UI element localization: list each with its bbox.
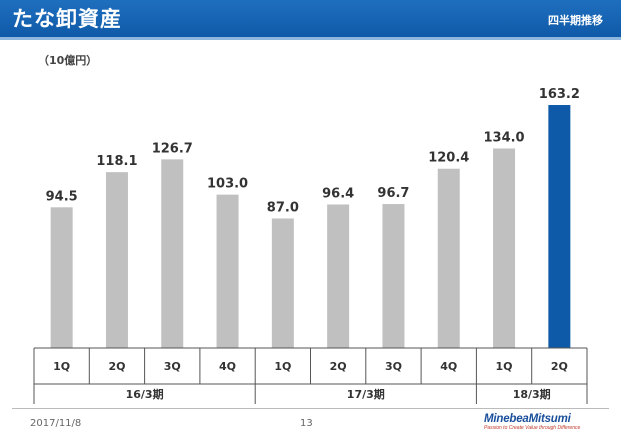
company-logo: MinebeaMitsumi Passion to Create Value t… — [484, 413, 594, 431]
bar-value-label: 96.7 — [377, 186, 409, 201]
quarter-label: 3Q — [385, 360, 402, 373]
slide-title: たな卸資産 — [12, 7, 122, 31]
fiscal-year-label: 17/3期 — [347, 387, 385, 401]
bar-value-label: 103.0 — [207, 177, 248, 192]
bar-value-label: 134.0 — [483, 130, 524, 145]
header-underline — [0, 37, 621, 40]
quarter-label: 4Q — [440, 360, 457, 373]
quarter-label: 4Q — [219, 360, 236, 373]
bar — [493, 148, 516, 348]
bar — [382, 204, 405, 348]
bar-value-label: 96.4 — [322, 186, 354, 201]
bar — [50, 207, 73, 348]
bar-value-label: 118.1 — [96, 154, 137, 169]
bar-value-label: 87.0 — [267, 200, 299, 215]
footer-divider — [12, 408, 609, 409]
bar — [271, 218, 294, 348]
quarter-label: 2Q — [330, 360, 347, 373]
quarter-label: 2Q — [108, 360, 125, 373]
slide-header: たな卸資産 四半期推移 — [0, 0, 621, 37]
bar — [437, 168, 460, 348]
quarter-label: 1Q — [496, 360, 513, 373]
quarter-label: 3Q — [164, 360, 181, 373]
fiscal-year-label: 16/3期 — [126, 387, 164, 401]
quarter-label: 1Q — [53, 360, 70, 373]
bar-value-label: 126.7 — [152, 141, 193, 156]
bar — [105, 172, 128, 348]
bar — [161, 159, 184, 348]
quarter-label: 2Q — [551, 360, 568, 373]
bar-value-label: 120.4 — [428, 151, 469, 166]
footer-date: 2017/11/8 — [30, 418, 82, 429]
quarter-label: 1Q — [274, 360, 291, 373]
slide-subtitle: 四半期推移 — [548, 14, 603, 27]
bar-value-label: 94.5 — [46, 189, 78, 204]
logo-name: MinebeaMitsumi — [484, 413, 571, 425]
bar — [548, 105, 571, 348]
bar-value-label: 163.2 — [539, 87, 580, 102]
bar — [216, 194, 239, 348]
logo-tagline: Passion to Create Value through Differen… — [484, 425, 581, 431]
fiscal-year-label: 18/3期 — [513, 387, 551, 401]
bar — [327, 204, 350, 348]
unit-label: （10億円） — [38, 54, 98, 67]
page-number: 13 — [300, 418, 313, 429]
